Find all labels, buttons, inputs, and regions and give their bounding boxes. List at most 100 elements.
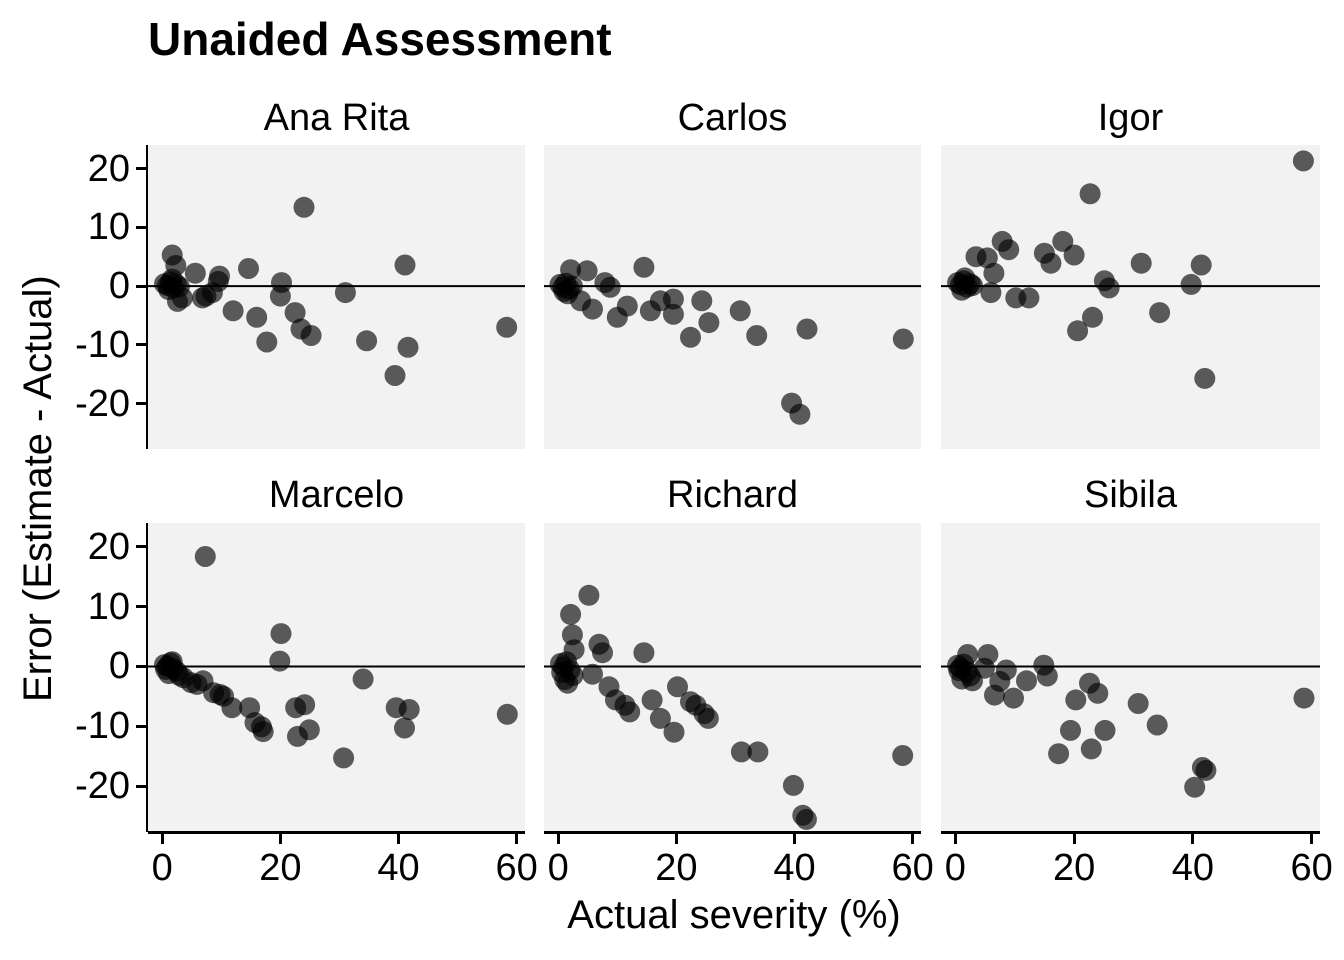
data-point bbox=[171, 287, 193, 309]
facet-title-ana-rita: Ana Rita bbox=[263, 97, 410, 139]
data-point bbox=[697, 707, 719, 729]
x-tick-label: 60 bbox=[891, 847, 934, 889]
data-point bbox=[691, 290, 713, 312]
y-tick-label: 20 bbox=[87, 147, 130, 190]
data-point bbox=[1094, 719, 1116, 741]
data-point bbox=[576, 260, 598, 282]
x-tick-label: 0 bbox=[944, 847, 966, 889]
data-point bbox=[252, 721, 274, 743]
data-point bbox=[161, 651, 183, 673]
data-point bbox=[496, 316, 518, 338]
data-point bbox=[496, 703, 518, 725]
facet-title-richard: Richard bbox=[667, 474, 798, 516]
x-axis-tick bbox=[515, 834, 519, 844]
data-point bbox=[582, 663, 603, 685]
data-point bbox=[194, 546, 216, 567]
data-point bbox=[551, 661, 573, 683]
data-point bbox=[1087, 682, 1109, 704]
data-point bbox=[1040, 252, 1062, 274]
data-point bbox=[663, 721, 685, 743]
y-tick-label: -20 bbox=[75, 382, 130, 425]
data-point bbox=[384, 365, 406, 386]
data-point bbox=[1195, 759, 1217, 781]
data-point bbox=[973, 657, 995, 679]
data-point bbox=[747, 741, 769, 763]
data-point bbox=[1098, 277, 1120, 299]
data-point bbox=[662, 303, 684, 325]
data-point bbox=[184, 262, 206, 284]
x-axis-tick bbox=[1072, 834, 1076, 844]
x-axis-tick bbox=[556, 834, 560, 844]
data-point bbox=[334, 282, 356, 304]
data-point bbox=[649, 707, 671, 729]
data-point bbox=[998, 239, 1020, 261]
data-point bbox=[221, 697, 243, 719]
data-point bbox=[238, 258, 259, 279]
data-point bbox=[270, 623, 292, 645]
data-point bbox=[1146, 714, 1168, 736]
y-axis-tick bbox=[136, 402, 146, 406]
figure-title: Unaided Assessment bbox=[148, 13, 612, 65]
data-point bbox=[1065, 689, 1087, 711]
y-tick-label: 0 bbox=[108, 645, 130, 688]
y-tick-label: 20 bbox=[87, 525, 130, 568]
x-axis-line bbox=[148, 831, 525, 834]
data-point bbox=[1292, 150, 1314, 172]
data-point bbox=[560, 259, 582, 281]
data-point bbox=[599, 276, 621, 298]
x-axis-tick bbox=[1191, 834, 1195, 844]
data-point bbox=[1003, 687, 1024, 709]
facet-title-sibila: Sibila bbox=[1084, 474, 1177, 516]
data-point bbox=[1036, 665, 1058, 687]
x-tick-label: 20 bbox=[259, 847, 302, 889]
data-point bbox=[222, 300, 244, 322]
data-point bbox=[1130, 252, 1152, 274]
x-tick-label: 60 bbox=[1290, 847, 1333, 889]
data-point bbox=[256, 331, 278, 353]
x-axis-title: Actual severity (%) bbox=[567, 893, 901, 937]
data-point bbox=[633, 642, 655, 664]
data-point bbox=[616, 295, 638, 317]
panel-sibila bbox=[941, 523, 1320, 832]
data-point bbox=[892, 328, 914, 350]
data-point bbox=[394, 254, 416, 276]
x-axis-tick bbox=[953, 834, 957, 844]
data-point bbox=[246, 306, 268, 328]
data-point bbox=[1184, 776, 1206, 798]
data-point bbox=[795, 808, 817, 830]
panel-richard bbox=[544, 523, 921, 832]
x-tick-label: 20 bbox=[1052, 847, 1096, 889]
x-axis-line bbox=[941, 831, 1320, 834]
data-point bbox=[698, 312, 720, 334]
data-point bbox=[398, 699, 420, 720]
x-tick-label: 20 bbox=[655, 847, 698, 889]
data-point bbox=[269, 285, 291, 307]
data-point bbox=[1067, 320, 1089, 342]
data-point bbox=[356, 330, 378, 352]
data-point bbox=[165, 255, 187, 276]
data-point bbox=[1060, 719, 1081, 741]
data-point bbox=[1082, 306, 1103, 328]
data-point bbox=[1048, 743, 1070, 765]
x-axis-tick bbox=[397, 834, 400, 844]
x-axis-tick bbox=[674, 834, 678, 844]
data-point bbox=[394, 717, 415, 739]
data-point bbox=[1194, 367, 1216, 389]
data-point bbox=[578, 584, 600, 606]
y-axis-tick bbox=[136, 225, 146, 229]
data-point bbox=[201, 282, 223, 304]
data-point bbox=[980, 282, 1002, 304]
data-point bbox=[1018, 287, 1040, 309]
y-axis-line bbox=[146, 145, 148, 449]
data-point bbox=[948, 660, 970, 682]
data-point bbox=[592, 642, 613, 664]
data-point bbox=[293, 196, 315, 218]
y-tick-label: 0 bbox=[108, 265, 130, 308]
data-point bbox=[298, 719, 320, 741]
y-tick-label: -20 bbox=[75, 765, 130, 807]
data-point bbox=[333, 747, 355, 769]
data-point bbox=[563, 639, 585, 661]
data-point bbox=[892, 745, 914, 766]
data-point bbox=[680, 326, 701, 348]
